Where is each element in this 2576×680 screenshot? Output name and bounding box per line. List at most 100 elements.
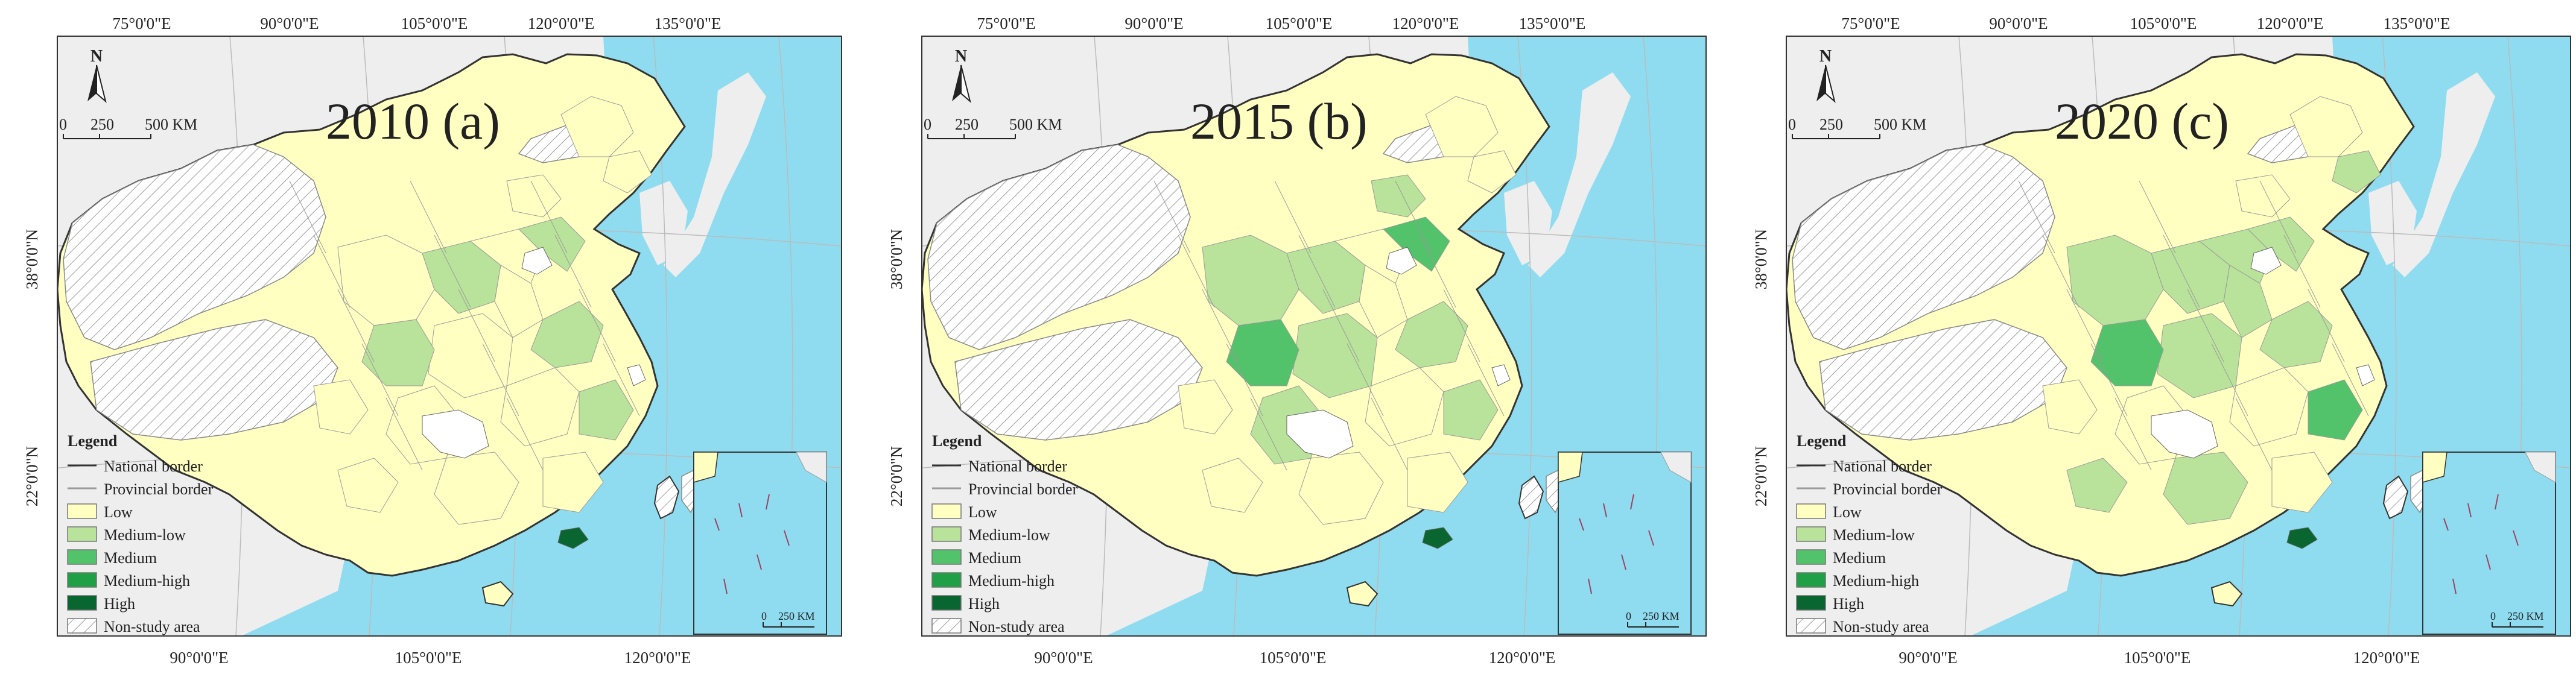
- legend-item-label: Low: [1833, 503, 1862, 521]
- inset-scale-label: 250 KM: [778, 610, 815, 622]
- city-region: [1359, 265, 1408, 338]
- scale-bar-label: 500 KM: [1874, 116, 1926, 133]
- longitude-label-bottom: 105°0'0"E: [1260, 649, 1327, 667]
- longitude-label-top: 135°0'0"E: [655, 14, 722, 33]
- city-region: [603, 150, 652, 194]
- legend-item-label: Non-study area: [968, 618, 1065, 635]
- legend-item-label: Provincial border: [1833, 480, 1943, 498]
- latitude-label-left: 22°0'0"N: [23, 446, 41, 506]
- city-region: [2090, 319, 2164, 386]
- legend-item-label: National border: [1833, 458, 1932, 475]
- legend-title: Legend: [932, 432, 982, 450]
- legend-item-label: Medium-high: [1833, 572, 1919, 590]
- city-region: [2163, 452, 2248, 525]
- city-region: [1443, 379, 1499, 441]
- city-region: [1371, 174, 1426, 218]
- city-region-high: [2286, 527, 2318, 549]
- inset-scale-label: 0: [761, 610, 767, 622]
- legend-item-label: Low: [968, 503, 997, 521]
- scale-bar-label: 0: [924, 116, 931, 133]
- city-region: [1178, 379, 1233, 435]
- legend-swatch: [1796, 618, 1826, 634]
- longitude-label-bottom: 120°0'0"E: [624, 649, 691, 667]
- legend-item-label: Provincial border: [104, 480, 214, 498]
- japan-islands: [664, 72, 766, 277]
- city-region-high: [1422, 527, 1453, 549]
- city-region-high: [2356, 364, 2375, 386]
- legend-item-label: Medium: [1833, 549, 1886, 567]
- map-frame: [1786, 36, 2571, 637]
- city-region: [579, 379, 634, 441]
- city-region: [313, 379, 369, 435]
- panel-title: 2015 (b): [1190, 92, 1368, 150]
- legend: Legend National border Provincial border Lo…: [931, 432, 1078, 635]
- legend: Legend National border Provincial border Lo…: [67, 432, 214, 635]
- legend-item-label: Non-study area: [1833, 618, 1929, 635]
- legend-item-label: Medium-high: [968, 572, 1055, 590]
- legend-swatch: [1796, 503, 1826, 519]
- city-region-high: [422, 409, 489, 459]
- legend-item-label: National border: [968, 458, 1067, 475]
- scale-bar: 0 250 500 KM: [59, 116, 197, 139]
- longitude-label-bottom: 105°0'0"E: [2124, 649, 2191, 667]
- legend-item-label: High: [968, 595, 1000, 612]
- north-arrow-icon: N: [87, 47, 107, 103]
- map-frame: [57, 36, 842, 637]
- inset-scale-label: 0: [2490, 610, 2496, 622]
- longitude-label-top: 105°0'0"E: [2130, 14, 2197, 33]
- city-region: [2289, 96, 2363, 157]
- city-region: [506, 174, 562, 218]
- north-arrow-label: N: [1819, 47, 1832, 66]
- south-china-sea-inset: 0 250 KM: [2422, 452, 2556, 635]
- longitude-label-top: 75°0'0"E: [977, 14, 1035, 33]
- city-region: [530, 301, 604, 368]
- latitude-label-left: 38°0'0"N: [23, 229, 41, 289]
- longitude-label-bottom: 120°0'0"E: [2353, 649, 2420, 667]
- city-region-high: [557, 527, 589, 549]
- legend-swatch: [67, 526, 97, 542]
- hainan-island: [2210, 581, 2243, 607]
- latitude-label-left: 38°0'0"N: [887, 229, 906, 289]
- legend-item-label: Provincial border: [968, 480, 1078, 498]
- longitude-label-bottom: 120°0'0"E: [1489, 649, 1556, 667]
- longitude-label-top: 90°0'0"E: [1125, 14, 1183, 33]
- legend-item-label: Non-study area: [104, 618, 200, 635]
- legend-swatch: [1796, 595, 1826, 611]
- scale-bar-label: 500 KM: [1009, 116, 1062, 133]
- legend-title: Legend: [68, 432, 118, 450]
- legend-swatch: [67, 549, 97, 565]
- legend: Legend National border Provincial border Lo…: [1796, 432, 1943, 635]
- legend-swatch: [67, 572, 97, 588]
- city-region-high: [1386, 247, 1417, 275]
- panel-title: 2010 (a): [326, 92, 500, 150]
- longitude-label-top: 90°0'0"E: [260, 14, 319, 33]
- city-region: [2271, 452, 2333, 513]
- japan-islands: [2393, 72, 2495, 277]
- city-region: [1202, 458, 1263, 513]
- legend-item-label: High: [104, 595, 135, 612]
- latitude-label-left: 22°0'0"N: [887, 446, 906, 506]
- longitude-label-top: 120°0'0"E: [1392, 14, 1459, 33]
- taiwan-island: [1518, 475, 1544, 520]
- scale-bar-label: 250: [1819, 116, 1843, 133]
- scale-bar-label: 0: [1788, 116, 1796, 133]
- city-region-high: [2250, 247, 2282, 275]
- longitude-label-bottom: 90°0'0"E: [1034, 649, 1093, 667]
- inset-scale-label: 250 KM: [1643, 610, 1680, 622]
- non-study-area: [927, 144, 1191, 350]
- legend-item-label: Medium-low: [1833, 526, 1915, 544]
- non-study-area: [1792, 144, 2055, 350]
- panel-title: 2020 (c): [2055, 92, 2229, 150]
- scale-bar: 0 250 500 KM: [924, 116, 1062, 139]
- city-region-high: [521, 247, 553, 275]
- city-region: [2223, 265, 2273, 338]
- longitude-label-bottom: 90°0'0"E: [1899, 649, 1957, 667]
- city-region: [1425, 96, 1499, 157]
- longitude-label-top: 120°0'0"E: [528, 14, 595, 33]
- longitude-label-top: 75°0'0"E: [112, 14, 171, 33]
- non-study-area: [63, 144, 326, 350]
- city-region: [1298, 452, 1384, 525]
- longitude-label-bottom: 105°0'0"E: [395, 649, 462, 667]
- legend-swatch: [931, 572, 962, 588]
- legend-swatch: [931, 595, 962, 611]
